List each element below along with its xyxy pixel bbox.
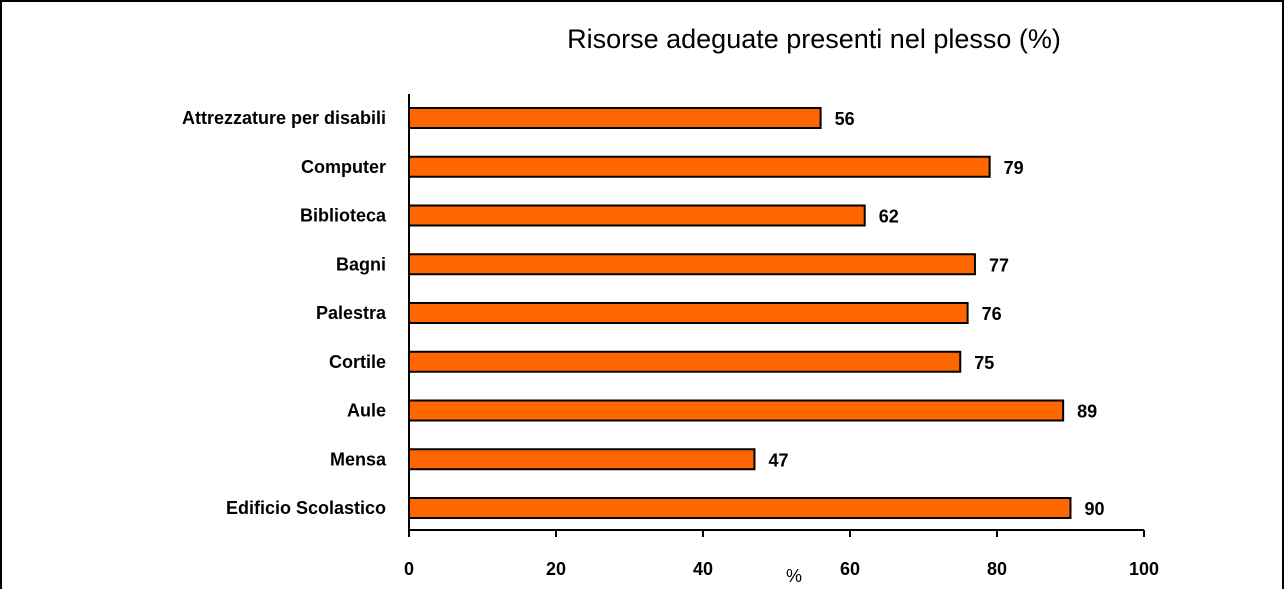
bar [408, 155, 991, 178]
category-label: Palestra [316, 303, 387, 323]
bar [408, 497, 1072, 519]
data-label: 90 [1085, 499, 1105, 519]
category-label: Attrezzature per disabili [182, 108, 386, 128]
category-label: Cortile [329, 352, 386, 372]
category-label: Aule [347, 401, 386, 421]
bar [408, 107, 822, 129]
data-label: 47 [768, 450, 788, 470]
bar [408, 253, 976, 276]
data-label: 56 [835, 109, 855, 129]
x-tick-label: 40 [693, 559, 713, 579]
category-label: Edificio Scolastico [226, 498, 386, 518]
category-label: Biblioteca [300, 206, 387, 226]
category-label: Computer [301, 157, 386, 177]
x-axis-title: % [786, 566, 802, 586]
x-tick-label: 60 [840, 559, 860, 579]
data-label: 89 [1077, 402, 1097, 422]
bar [408, 448, 756, 471]
data-label: 77 [989, 255, 1009, 275]
x-tick-label: 100 [1129, 559, 1159, 579]
x-axis: 0 20 40 60 80 100 [404, 94, 1159, 579]
bar [408, 399, 1065, 422]
x-tick-label: 0 [404, 559, 414, 579]
data-label: 79 [1004, 158, 1024, 178]
x-tick-label: 80 [987, 559, 1007, 579]
data-label: 62 [879, 207, 899, 227]
data-label: 76 [982, 304, 1002, 324]
category-label: Mensa [330, 449, 387, 469]
category-label: Bagni [336, 254, 386, 274]
x-tick-label: 20 [546, 559, 566, 579]
data-label: 75 [974, 353, 994, 373]
bar [408, 350, 962, 373]
bar [408, 302, 969, 324]
bars-layer: Attrezzature per disabili 56 Computer 79 Bib… [182, 107, 1105, 519]
bar [408, 204, 866, 227]
chart-title: Risorse adeguate presenti nel plesso (%) [567, 24, 1061, 54]
